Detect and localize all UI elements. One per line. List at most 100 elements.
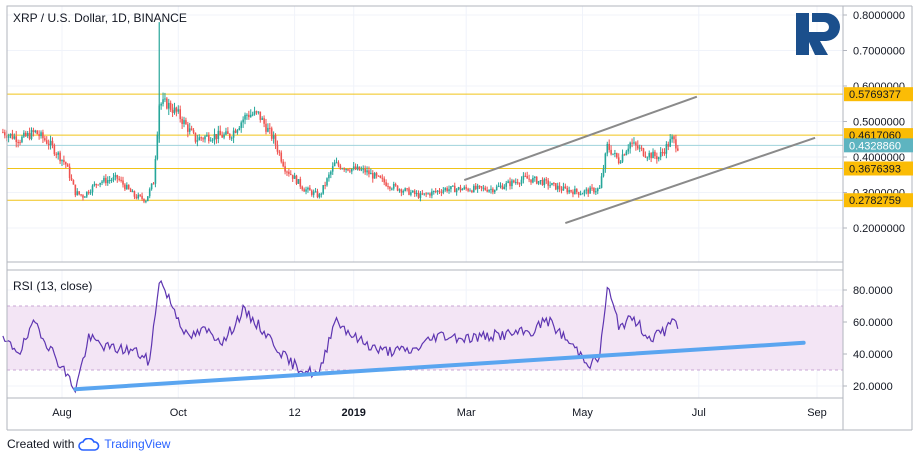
candle-body [459,187,462,191]
candle-body [284,166,286,172]
candle-body [101,181,103,183]
candle-body [560,189,563,191]
candle-body [326,178,328,186]
candle-body [614,152,616,154]
candle-body [49,140,52,145]
candle-body [139,194,141,196]
candle-body [127,184,130,189]
candle-body [303,189,305,192]
candle-body [646,157,649,159]
x-tick-label: 2019 [341,407,365,419]
candle-body [289,173,292,175]
candle-body [505,182,508,187]
candle-body [249,114,252,118]
candle-body [146,196,149,202]
candle-body [438,190,441,192]
level-label-bg [844,87,913,102]
x-tick-label: 12 [288,407,300,419]
candle-body [547,180,549,186]
candle-body [448,189,450,192]
candle-body [234,130,237,133]
x-tick-label: Aug [52,407,72,419]
candle-body [341,168,344,170]
candle-body [461,189,464,191]
candle-body [644,155,647,158]
candle-body [166,98,168,109]
footer-brand[interactable]: TradingView [104,437,171,451]
candle-body [61,159,63,162]
candle-body [606,143,609,154]
candle-body [255,111,258,113]
candle-body [114,175,117,177]
candle-body [269,127,271,129]
candle-body [513,180,515,183]
candle-body [265,123,267,132]
candle-body [244,114,246,120]
candle-body [627,148,630,152]
candle-body [316,191,319,198]
rsi-band [7,306,843,370]
candle-body [204,136,206,140]
candle-body [7,135,10,138]
candle-body [65,162,67,165]
candle-body [310,190,313,195]
candle-body [19,142,21,144]
candle-body [85,191,88,197]
candle-body [486,189,488,192]
candle-body [169,102,172,110]
candle-body [675,139,677,149]
candle-body [467,188,469,191]
candle-body [415,193,418,195]
candle-body [194,132,197,142]
candle-body [347,168,349,171]
candle-body [225,131,227,135]
footer: Created with TradingView [7,437,170,451]
candle-body [642,148,645,156]
candle-body [211,139,214,141]
candle-body [406,188,408,190]
candle-body [118,178,120,180]
candle-body [36,130,39,135]
candle-body [440,191,443,193]
candle-body [293,175,296,179]
candle-body [167,102,170,109]
candle-body [585,189,588,191]
candle-body [677,148,679,151]
candle-body [623,154,626,156]
candle-body [318,194,321,198]
candle-body [339,165,342,169]
candle-body [120,179,122,181]
candle-body [9,133,12,136]
candle-body [570,190,572,192]
candle-body [654,151,656,157]
candle-body [465,187,467,189]
candle-body [354,166,357,170]
candle-body [350,168,353,172]
candle-body [135,196,138,199]
candle-body [566,188,569,193]
candle-body [558,185,561,190]
candle-body [337,162,340,166]
candle-body [625,151,628,156]
candle-body [91,185,94,193]
candle-body [131,191,134,193]
candle-body [608,143,610,150]
candle-body [137,194,140,199]
y-tick-label: 0.7000000 [853,46,905,58]
candle-body [417,193,420,198]
candle-body [124,184,126,190]
candle-body [232,130,235,138]
candle-body [663,152,666,154]
candle-body [564,186,567,189]
candle-body [511,180,513,187]
candle-body [242,119,244,123]
candle-body [192,130,195,133]
candle-body [370,172,372,175]
candle-body [51,140,54,146]
candle-body [248,114,250,118]
candle-body [238,127,241,130]
candle-body [314,191,317,193]
candle-body [112,176,115,180]
candle-body [185,120,187,125]
